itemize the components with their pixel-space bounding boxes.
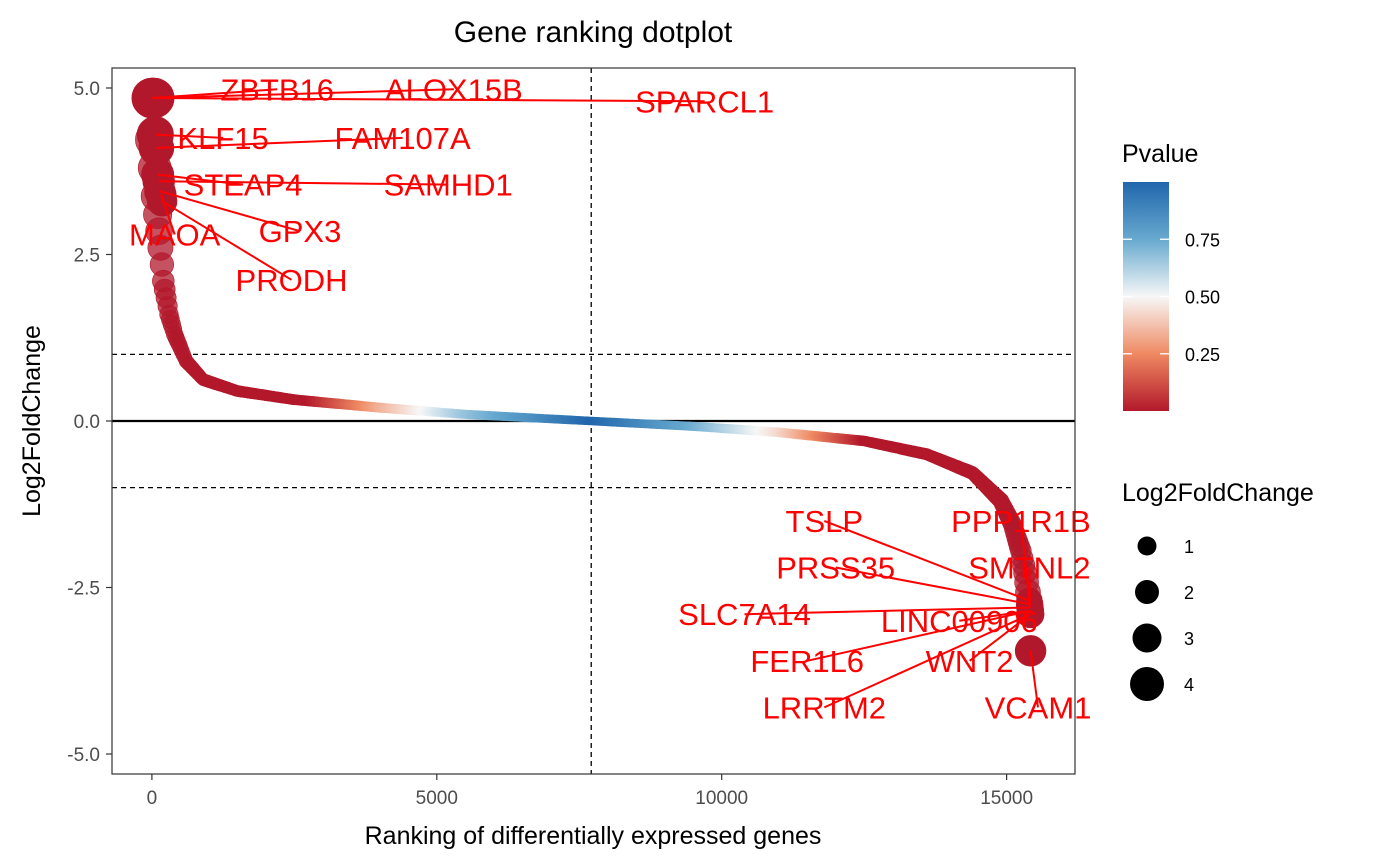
size-legend: Log2FoldChange 1 2 3 4 xyxy=(1122,479,1314,701)
size-legend-label: 1 xyxy=(1184,537,1194,557)
label-connector xyxy=(968,613,1032,662)
label-connector xyxy=(155,133,224,139)
label-connector xyxy=(159,190,301,233)
gene-label: ALOX15B xyxy=(385,72,523,107)
size-legend-dot xyxy=(1130,667,1164,701)
size-legend-dot xyxy=(1135,580,1159,604)
label-connector xyxy=(152,88,454,99)
label-connector xyxy=(835,566,1031,606)
label-connector xyxy=(1028,567,1031,608)
gene-label: TSLP xyxy=(786,504,864,539)
x-tick-label: 10000 xyxy=(695,788,748,809)
x-axis-title: Ranking of differentially expressed gene… xyxy=(365,822,822,850)
data-points xyxy=(131,77,1047,667)
label-connector xyxy=(161,200,293,281)
pvalue-legend: Pvalue 0.75 0.50 0.25 xyxy=(1122,140,1220,411)
chart-title: Gene ranking dotplot xyxy=(454,16,733,49)
label-connector xyxy=(806,609,1031,662)
pvalue-colorbar-ticks: 0.75 0.50 0.25 xyxy=(1123,230,1220,365)
size-legend-label: 3 xyxy=(1184,629,1194,649)
gene-label: STEAP4 xyxy=(184,168,303,203)
x-tick-label: 5000 xyxy=(416,788,458,809)
gene-label: SAMHD1 xyxy=(384,168,513,203)
gene-label: LINC00906 xyxy=(881,604,1038,639)
gene-label: GPX3 xyxy=(259,214,342,249)
y-tick-label: 0.0 xyxy=(74,412,100,433)
gene-label: PRSS35 xyxy=(776,551,895,586)
label-connector xyxy=(1019,520,1031,605)
gene-label: PRODH xyxy=(236,263,348,298)
colorbar-tick-label: 0.50 xyxy=(1185,288,1220,308)
x-axis: 0 5000 10000 15000 xyxy=(147,774,1033,809)
y-axis-title: Log2FoldChange xyxy=(18,325,46,517)
label-connector xyxy=(744,606,1031,616)
size-legend-keys: 1 2 3 4 xyxy=(1130,536,1194,701)
gene-label: SMTNL2 xyxy=(968,551,1090,586)
y-tick-label: -2.5 xyxy=(67,579,100,600)
y-tick-label: -5.0 xyxy=(67,745,100,766)
label-connectors xyxy=(151,88,1039,709)
label-connector xyxy=(158,180,449,186)
size-legend-label: 4 xyxy=(1184,675,1194,695)
y-tick-label: 2.5 xyxy=(74,245,100,266)
y-tick-label: 5.0 xyxy=(74,79,100,100)
label-connector xyxy=(156,136,403,149)
label-connector xyxy=(154,97,705,103)
size-legend-dot xyxy=(1137,536,1157,556)
label-connector xyxy=(1029,650,1039,708)
gene-label: SLC7A14 xyxy=(678,597,811,632)
gene-label: VCAM1 xyxy=(985,690,1092,725)
label-connector xyxy=(823,519,1030,602)
colorbar-tick-label: 0.75 xyxy=(1185,230,1220,250)
x-tick-label: 15000 xyxy=(980,788,1033,809)
gene-label: PPP1R1B xyxy=(951,504,1091,539)
gene-label: FER1L6 xyxy=(750,644,864,679)
gene-label: KLF15 xyxy=(177,121,268,156)
size-legend-dot xyxy=(1132,623,1162,653)
gene-label: LRRTM2 xyxy=(763,690,886,725)
x-tick-label: 0 xyxy=(147,788,158,809)
colorbar-tick-label: 0.25 xyxy=(1185,345,1220,365)
gene-labels: ZBTB16 ALOX15B SPARCL1 KLF15 FAM107A STEAP4 SA… xyxy=(129,72,1091,725)
gene-label: FAM107A xyxy=(335,121,471,156)
gene-label: SPARCL1 xyxy=(635,84,774,119)
pvalue-legend-title: Pvalue xyxy=(1122,140,1198,168)
gene-label: MAOA xyxy=(129,218,221,253)
label-connector xyxy=(823,613,1031,709)
gene-label: ZBTB16 xyxy=(220,72,334,107)
size-legend-title: Log2FoldChange xyxy=(1122,479,1314,507)
y-axis: 5.0 2.5 0.0 -2.5 -5.0 xyxy=(67,79,112,766)
gene-label: WNT2 xyxy=(926,644,1014,679)
highlighted-gene-point xyxy=(1014,635,1047,667)
size-legend-label: 2 xyxy=(1184,583,1194,603)
